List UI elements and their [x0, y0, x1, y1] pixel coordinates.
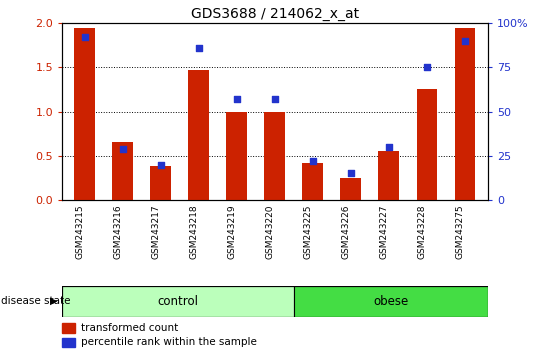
- Text: GSM243228: GSM243228: [418, 204, 427, 259]
- Bar: [150, 166, 171, 200]
- Text: GSM243275: GSM243275: [456, 204, 465, 259]
- Bar: [302, 163, 323, 200]
- Text: GSM243217: GSM243217: [152, 204, 161, 259]
- FancyBboxPatch shape: [294, 286, 488, 317]
- Point: [232, 96, 241, 102]
- Bar: [112, 142, 133, 200]
- Text: control: control: [157, 295, 198, 308]
- Bar: [454, 28, 475, 200]
- Bar: [265, 112, 285, 200]
- Bar: [417, 89, 438, 200]
- Text: GSM243226: GSM243226: [342, 204, 351, 259]
- Point: [80, 34, 89, 40]
- Point: [309, 158, 317, 164]
- Point: [423, 64, 431, 70]
- Bar: [74, 28, 95, 200]
- Text: GSM243227: GSM243227: [380, 204, 389, 259]
- Text: disease state: disease state: [1, 296, 71, 306]
- Text: transformed count: transformed count: [81, 322, 178, 332]
- FancyBboxPatch shape: [62, 286, 294, 317]
- Point: [119, 146, 127, 152]
- Point: [195, 45, 203, 51]
- Title: GDS3688 / 214062_x_at: GDS3688 / 214062_x_at: [191, 7, 359, 21]
- Text: ▶: ▶: [50, 296, 57, 306]
- Bar: [226, 112, 247, 200]
- Text: GSM243215: GSM243215: [76, 204, 85, 259]
- Bar: [341, 178, 361, 200]
- Point: [156, 162, 165, 167]
- Point: [271, 96, 279, 102]
- Bar: [378, 152, 399, 200]
- Text: GSM243216: GSM243216: [114, 204, 123, 259]
- Text: percentile rank within the sample: percentile rank within the sample: [81, 337, 257, 347]
- Point: [347, 171, 355, 176]
- Text: GSM243220: GSM243220: [266, 204, 275, 259]
- Text: GSM243225: GSM243225: [304, 204, 313, 259]
- Bar: [62, 338, 75, 347]
- Text: GSM243218: GSM243218: [190, 204, 199, 259]
- Point: [385, 144, 393, 150]
- Text: obese: obese: [374, 295, 409, 308]
- Point: [461, 38, 469, 44]
- Bar: [62, 324, 75, 333]
- Bar: [189, 70, 209, 200]
- Text: GSM243219: GSM243219: [228, 204, 237, 259]
